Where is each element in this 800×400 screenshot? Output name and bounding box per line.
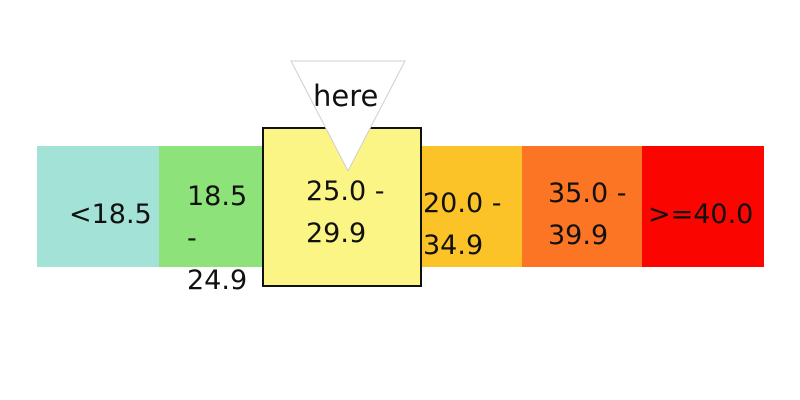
category-normal: 18.5 - 24.9 [159, 146, 264, 296]
category-underweight: <18.5 [37, 146, 159, 267]
category-label: <18.5 [69, 199, 152, 230]
category-obese-class-3: >=40.0 [642, 146, 764, 267]
category-label: >=40.0 [648, 199, 754, 230]
category-overweight-highlighted: 25.0 - 29.9 [262, 127, 422, 287]
category-label: 35.0 - 39.9 [548, 178, 627, 251]
category-label: 18.5 - 24.9 [187, 181, 248, 296]
category-label: 20.0 - 34.9 [423, 188, 502, 261]
pointer-label: here [313, 79, 379, 113]
category-obese-class-1: 20.0 - 34.9 [420, 146, 522, 267]
category-obese-class-2: 35.0 - 39.9 [522, 146, 642, 267]
category-label: 25.0 - 29.9 [306, 176, 385, 249]
pointer-triangle-icon [290, 60, 406, 172]
